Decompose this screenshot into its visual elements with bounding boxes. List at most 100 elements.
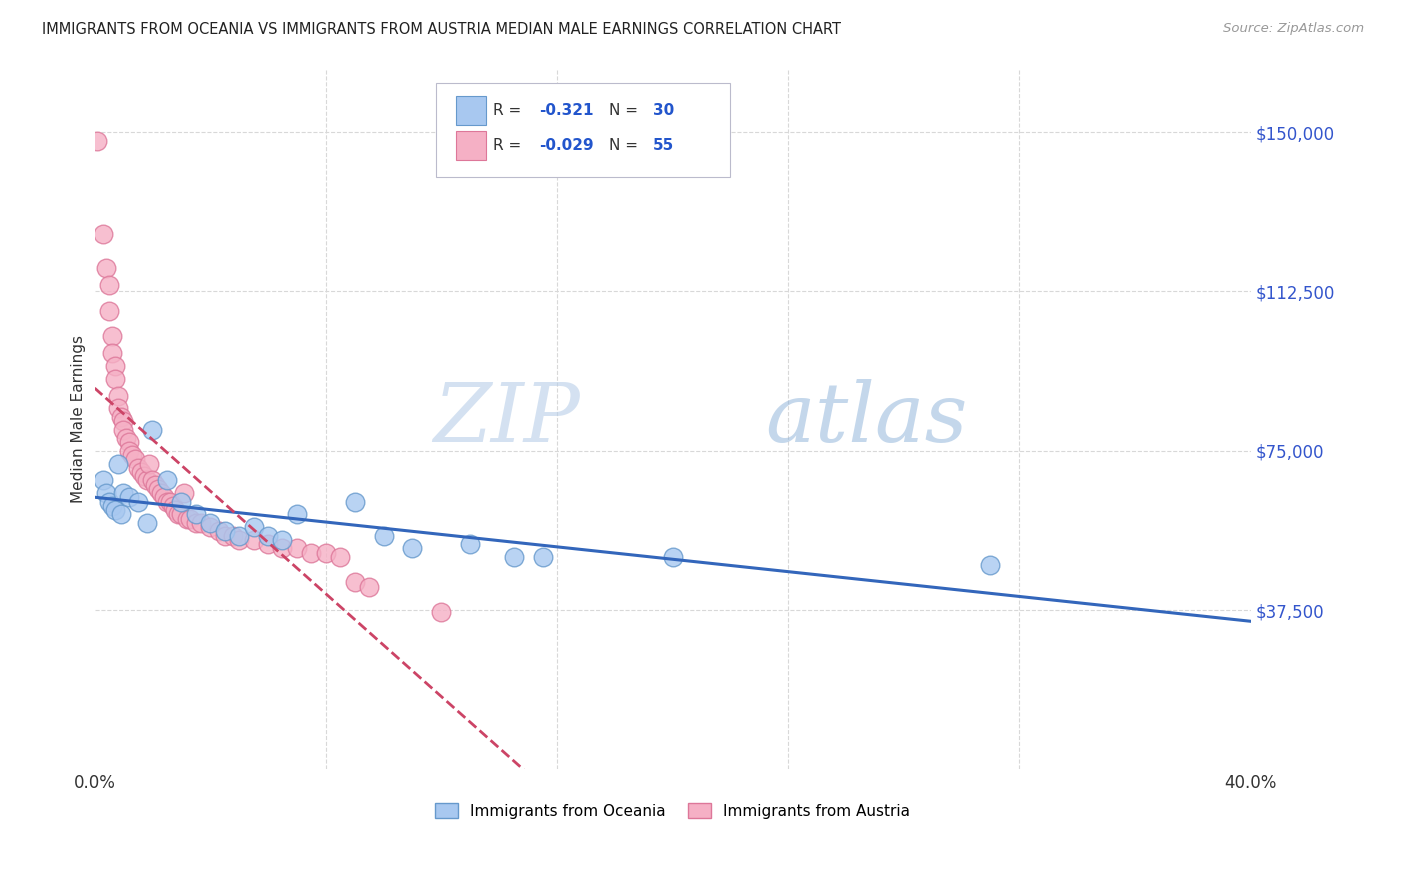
Point <box>176 512 198 526</box>
Point <box>531 549 554 564</box>
Point <box>257 529 280 543</box>
Text: 55: 55 <box>652 138 673 153</box>
Point <box>101 499 124 513</box>
Point <box>98 278 121 293</box>
Text: atlas: atlas <box>765 379 967 458</box>
Point <box>104 359 127 373</box>
Point <box>94 261 117 276</box>
Point <box>458 537 481 551</box>
Point <box>661 549 683 564</box>
Point <box>359 580 381 594</box>
Legend: Immigrants from Oceania, Immigrants from Austria: Immigrants from Oceania, Immigrants from… <box>429 797 917 825</box>
Point <box>91 474 114 488</box>
Point <box>143 477 166 491</box>
Point <box>190 516 212 530</box>
Point <box>156 494 179 508</box>
Text: Source: ZipAtlas.com: Source: ZipAtlas.com <box>1223 22 1364 36</box>
Point <box>315 546 337 560</box>
Point <box>343 575 366 590</box>
Point <box>979 558 1001 573</box>
Point <box>104 503 127 517</box>
Point <box>129 465 152 479</box>
Y-axis label: Median Male Earnings: Median Male Earnings <box>72 334 86 503</box>
Point <box>118 435 141 450</box>
Point <box>138 457 160 471</box>
Text: N =: N = <box>609 103 643 118</box>
Point <box>107 388 129 402</box>
Point <box>257 537 280 551</box>
Point <box>98 494 121 508</box>
Text: IMMIGRANTS FROM OCEANIA VS IMMIGRANTS FROM AUSTRIA MEDIAN MALE EARNINGS CORRELAT: IMMIGRANTS FROM OCEANIA VS IMMIGRANTS FR… <box>42 22 841 37</box>
Point <box>107 457 129 471</box>
Point <box>184 508 207 522</box>
Point <box>228 533 250 547</box>
Point <box>110 409 132 424</box>
Point <box>91 227 114 242</box>
Point <box>132 469 155 483</box>
Point <box>285 508 308 522</box>
Text: -0.029: -0.029 <box>540 138 595 153</box>
Point <box>127 494 149 508</box>
Point <box>135 516 157 530</box>
Point <box>401 541 423 556</box>
Point <box>153 491 176 505</box>
Point <box>208 524 231 539</box>
Point <box>285 541 308 556</box>
Point <box>430 605 453 619</box>
Point <box>118 443 141 458</box>
Text: ZIP: ZIP <box>433 379 581 458</box>
Point <box>222 529 245 543</box>
Point <box>214 524 236 539</box>
Point <box>173 486 195 500</box>
Point <box>373 529 395 543</box>
Point <box>146 482 169 496</box>
Point <box>94 486 117 500</box>
Point <box>86 134 108 148</box>
FancyBboxPatch shape <box>457 131 486 161</box>
Point <box>184 516 207 530</box>
Point <box>98 303 121 318</box>
Point <box>115 431 138 445</box>
FancyBboxPatch shape <box>436 83 730 178</box>
Text: R =: R = <box>494 138 526 153</box>
Point <box>156 474 179 488</box>
Point <box>107 401 129 416</box>
Point <box>104 371 127 385</box>
Text: N =: N = <box>609 138 643 153</box>
Point <box>112 423 135 437</box>
Point <box>271 541 294 556</box>
Point <box>165 503 187 517</box>
Point <box>299 546 322 560</box>
Point <box>228 529 250 543</box>
Point <box>141 423 163 437</box>
Point <box>159 494 181 508</box>
Text: R =: R = <box>494 103 526 118</box>
Point <box>112 414 135 428</box>
Point <box>198 516 221 530</box>
Point <box>198 520 221 534</box>
Point <box>121 448 143 462</box>
Point <box>135 474 157 488</box>
Point <box>141 474 163 488</box>
Point <box>170 494 193 508</box>
Point <box>502 549 524 564</box>
Point <box>179 512 201 526</box>
Point <box>101 329 124 343</box>
Point <box>127 460 149 475</box>
FancyBboxPatch shape <box>457 95 486 125</box>
Text: 30: 30 <box>652 103 673 118</box>
Point <box>150 486 173 500</box>
Point <box>214 529 236 543</box>
Point <box>101 346 124 360</box>
Text: -0.321: -0.321 <box>540 103 595 118</box>
Point <box>167 508 190 522</box>
Point <box>271 533 294 547</box>
Point <box>242 520 264 534</box>
Point <box>329 549 352 564</box>
Point <box>242 533 264 547</box>
Point <box>162 499 184 513</box>
Point <box>118 491 141 505</box>
Point <box>170 508 193 522</box>
Point <box>124 452 146 467</box>
Point <box>110 508 132 522</box>
